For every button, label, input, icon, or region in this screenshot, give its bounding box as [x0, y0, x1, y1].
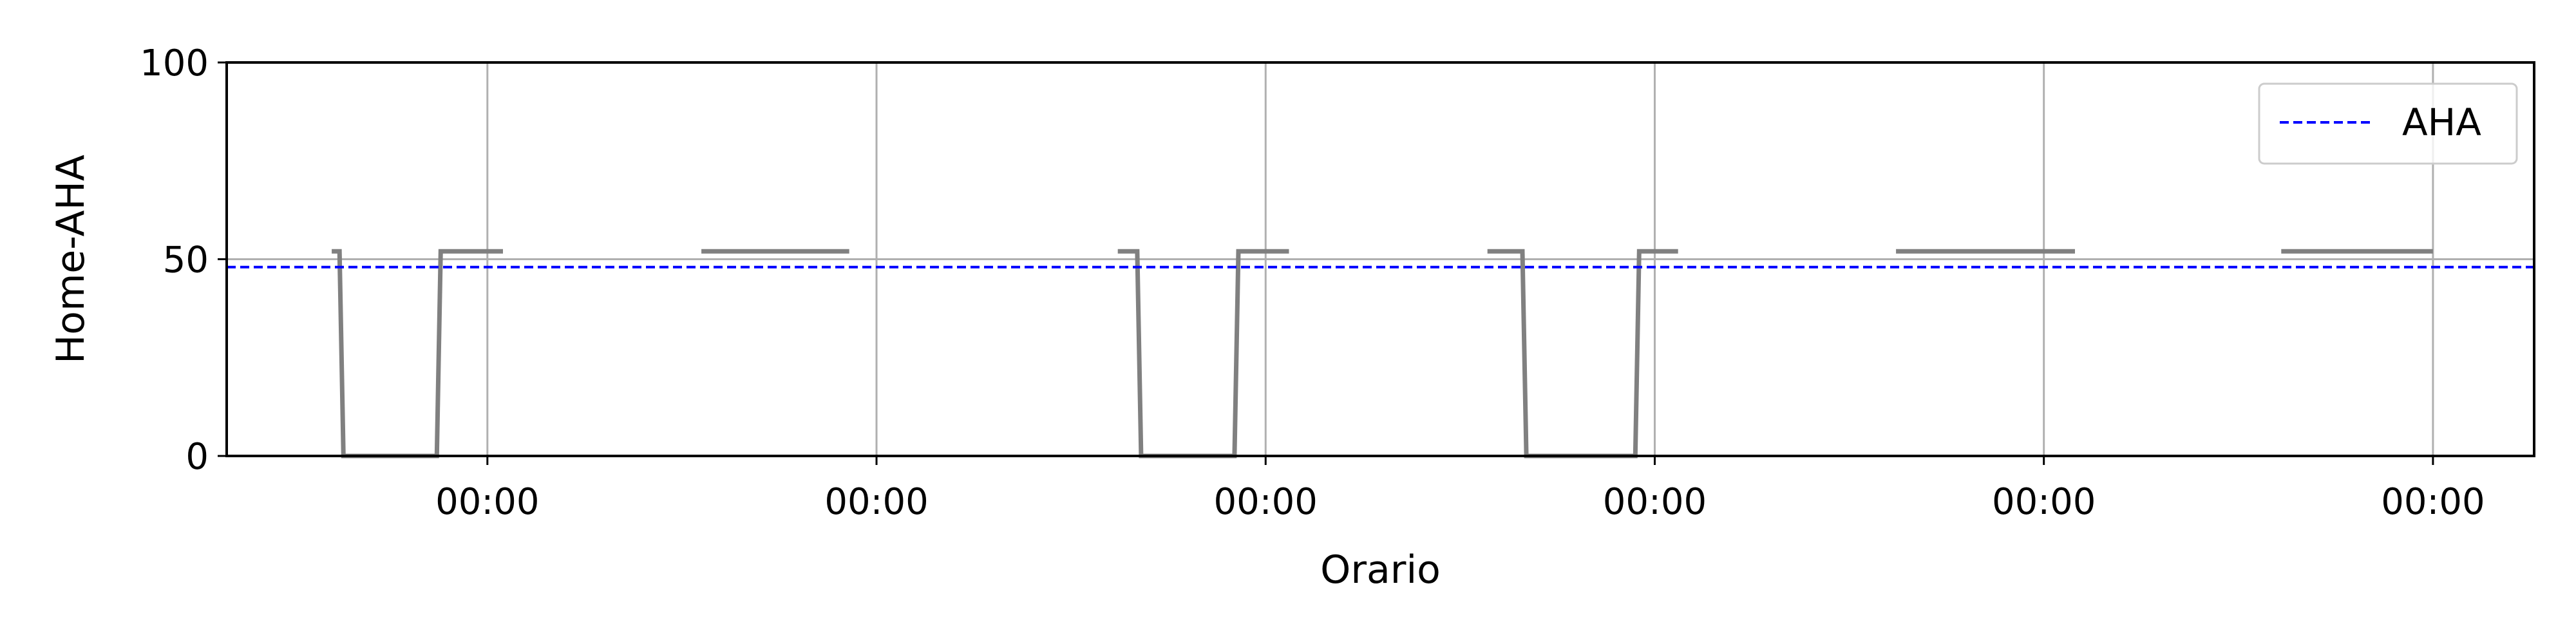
y-tick-label: 0 — [185, 436, 209, 478]
x-tick-label: 00:00 — [2381, 481, 2485, 523]
x-tick-label: 00:00 — [1214, 481, 1318, 523]
legend: AHA — [2258, 82, 2518, 165]
axis-ticks: 00:00 00:00 00:00 00:00 00:00 00:00 0 50 100 — [140, 43, 2485, 523]
y-tick-label: 100 — [140, 43, 209, 84]
x-tick-label: 00:00 — [435, 481, 539, 523]
y-tick-label: 50 — [163, 240, 209, 281]
x-axis-title: Orario — [1320, 547, 1441, 592]
x-tick-label: 00:00 — [1603, 481, 1707, 523]
x-tick-label: 00:00 — [1992, 481, 2096, 523]
legend-box — [2258, 82, 2518, 165]
legend-label-aha: AHA — [2402, 100, 2481, 144]
y-axis-title: Home-AHA — [48, 155, 93, 364]
x-tick-label: 00:00 — [824, 481, 928, 523]
